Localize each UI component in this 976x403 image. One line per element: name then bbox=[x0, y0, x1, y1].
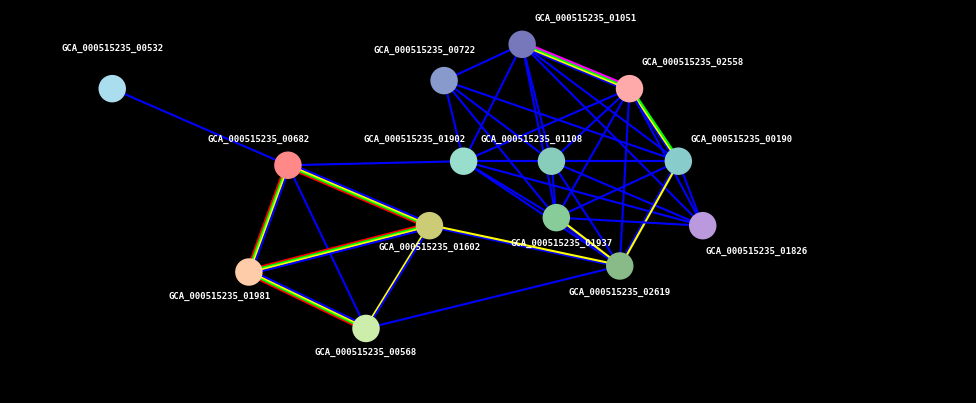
Text: GCA_000515235_00568: GCA_000515235_00568 bbox=[315, 348, 417, 357]
Ellipse shape bbox=[509, 31, 535, 57]
Ellipse shape bbox=[690, 213, 715, 239]
Ellipse shape bbox=[451, 148, 476, 174]
Text: GCA_000515235_01902: GCA_000515235_01902 bbox=[364, 135, 466, 143]
Text: GCA_000515235_00532: GCA_000515235_00532 bbox=[61, 44, 163, 53]
Ellipse shape bbox=[607, 253, 632, 279]
Text: GCA_000515235_00722: GCA_000515235_00722 bbox=[374, 46, 475, 55]
Ellipse shape bbox=[275, 152, 301, 178]
Ellipse shape bbox=[431, 68, 457, 93]
Text: GCA_000515235_01108: GCA_000515235_01108 bbox=[481, 135, 583, 143]
Text: GCA_000515235_00682: GCA_000515235_00682 bbox=[208, 135, 309, 143]
Text: GCA_000515235_00190: GCA_000515235_00190 bbox=[691, 135, 793, 143]
Ellipse shape bbox=[353, 316, 379, 341]
Ellipse shape bbox=[100, 76, 125, 102]
Ellipse shape bbox=[617, 76, 642, 102]
Text: GCA_000515235_01937: GCA_000515235_01937 bbox=[510, 239, 612, 248]
Text: GCA_000515235_01602: GCA_000515235_01602 bbox=[379, 243, 480, 252]
Ellipse shape bbox=[236, 259, 262, 285]
Text: GCA_000515235_01051: GCA_000515235_01051 bbox=[535, 14, 636, 23]
Text: GCA_000515235_01826: GCA_000515235_01826 bbox=[706, 247, 807, 256]
Ellipse shape bbox=[417, 213, 442, 239]
Ellipse shape bbox=[539, 148, 564, 174]
Text: GCA_000515235_02558: GCA_000515235_02558 bbox=[642, 58, 744, 67]
Text: GCA_000515235_01981: GCA_000515235_01981 bbox=[169, 292, 270, 301]
Text: GCA_000515235_02619: GCA_000515235_02619 bbox=[569, 288, 671, 297]
Ellipse shape bbox=[666, 148, 691, 174]
Ellipse shape bbox=[544, 205, 569, 231]
